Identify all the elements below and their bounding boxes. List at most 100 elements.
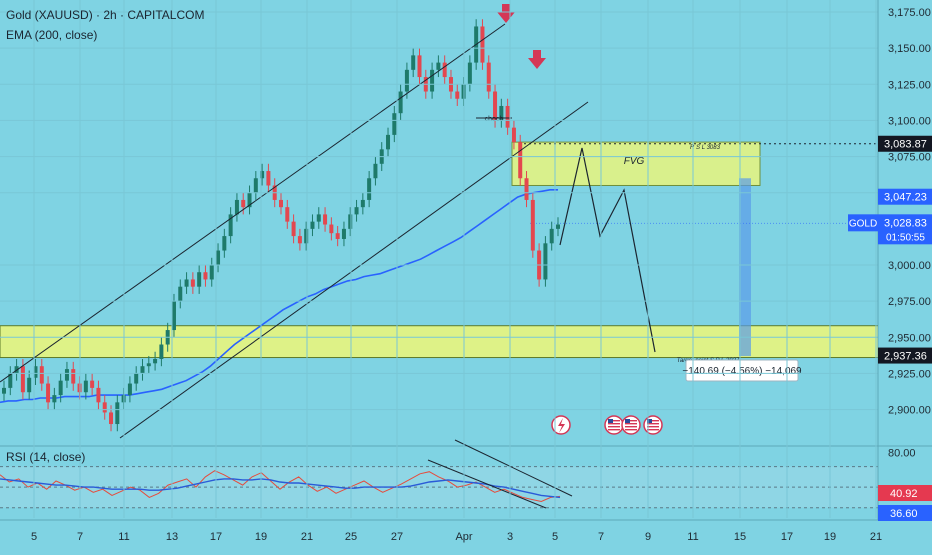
flag-stripe — [625, 423, 637, 425]
candle-body — [171, 301, 176, 331]
flag-stripe — [608, 429, 620, 431]
candle-body — [46, 383, 51, 403]
candle-body — [486, 62, 491, 92]
flag-stripe — [608, 423, 620, 425]
candle-body — [90, 380, 95, 388]
candle-body — [253, 178, 258, 193]
candle-body — [216, 250, 221, 265]
price-tick-label: 3,000.00 — [888, 260, 931, 272]
choch-label: choch — [485, 116, 504, 123]
candle-body — [543, 243, 548, 280]
candle-body — [499, 105, 504, 121]
rsi-value-tag — [878, 485, 932, 501]
symbol-tag — [848, 214, 878, 232]
flag-ring — [621, 415, 641, 435]
price-tick-label: 2,950.00 — [888, 332, 931, 344]
candle-body — [323, 214, 328, 225]
price-tick-label: 3,175.00 — [888, 7, 931, 19]
candle-body — [304, 228, 309, 244]
candle-body — [436, 62, 441, 70]
candle-body — [153, 358, 158, 364]
candle-body — [341, 228, 346, 239]
flag-stripe — [608, 420, 620, 422]
candle-body — [222, 236, 227, 251]
candle-body — [386, 134, 391, 150]
price-tick-label: 3,125.00 — [888, 79, 931, 91]
rsi-tick-label: 80.00 — [888, 448, 916, 460]
rsi-ma-line — [0, 478, 561, 499]
rsi-channel-lower — [427, 459, 547, 509]
rsi-value-label: 36.60 — [890, 508, 918, 520]
candle-body — [33, 366, 38, 378]
time-tick-label: 3 — [507, 531, 513, 543]
countdown-label: 01:50:55 — [886, 232, 925, 243]
rsi-legend: RSI (14, close) — [6, 450, 86, 464]
candle-body — [115, 402, 120, 425]
candle-body — [64, 369, 69, 381]
target-zone — [0, 325, 879, 359]
candle-body — [146, 363, 151, 367]
down-arrow-marker — [528, 50, 546, 69]
candle-body — [20, 366, 25, 393]
candle-body — [360, 199, 365, 208]
rsi-value-label: 40.92 — [890, 488, 918, 500]
candle-body — [505, 105, 510, 128]
candle-body — [8, 373, 13, 388]
candle-body — [52, 395, 57, 403]
candle-body — [556, 224, 560, 229]
us-flag-event-icon — [604, 415, 624, 435]
measure-label: −140.69 (−4.56%) −14,069 — [682, 366, 802, 377]
price-tag — [878, 135, 932, 152]
flag-canton — [647, 419, 652, 423]
candle-body — [58, 380, 63, 396]
price-tag-label: 2,937.36 — [884, 351, 927, 363]
candle-body — [455, 91, 460, 99]
time-tick-label: 25 — [345, 531, 357, 543]
price-tag-label: 3,083.87 — [884, 139, 927, 151]
flag-stripe — [647, 420, 659, 422]
flag-stripe — [625, 426, 637, 428]
candle-body — [190, 279, 195, 287]
candle-body — [203, 272, 208, 280]
price-tick-label: 2,925.00 — [888, 368, 931, 380]
flag-stripe — [625, 429, 637, 431]
price-tick-label: 3,150.00 — [888, 43, 931, 55]
candle-body — [442, 62, 447, 78]
candle-body — [335, 233, 340, 239]
candle-body — [140, 366, 145, 374]
ema-200-line — [0, 189, 558, 404]
candle-body — [316, 214, 321, 222]
time-tick-label: 17 — [210, 531, 222, 543]
candle-body — [404, 69, 409, 92]
price-tag — [878, 214, 932, 245]
time-tick-label: 17 — [781, 531, 793, 543]
candle-body — [549, 228, 554, 244]
candle-body — [411, 55, 416, 70]
candle-body — [310, 221, 315, 229]
candle-body — [197, 272, 202, 287]
candle-body — [247, 192, 252, 208]
candle-body — [398, 91, 403, 114]
measure-bar — [739, 178, 751, 357]
candle-body — [228, 214, 233, 237]
candle-body — [159, 344, 164, 359]
candle-body — [348, 214, 353, 229]
candle-body — [234, 199, 239, 215]
rsi-channel-upper — [454, 439, 573, 497]
down-arrow-marker — [497, 4, 515, 23]
candle-body — [260, 171, 265, 179]
ema-legend: EMA (200, close) — [6, 28, 98, 42]
candle-body — [493, 91, 498, 121]
candle-body — [367, 178, 372, 200]
candle-body — [71, 369, 76, 384]
flag-stripe — [647, 429, 659, 431]
candle-body — [96, 387, 101, 403]
flag-ring — [643, 415, 663, 435]
time-tick-label: 9 — [645, 531, 651, 543]
time-tick-label: 27 — [391, 531, 403, 543]
candle-body — [392, 113, 397, 135]
chart-title: Gold (XAUUSD) · 2h · CAPITALCOM — [6, 8, 205, 22]
fvg-zone — [511, 141, 761, 186]
